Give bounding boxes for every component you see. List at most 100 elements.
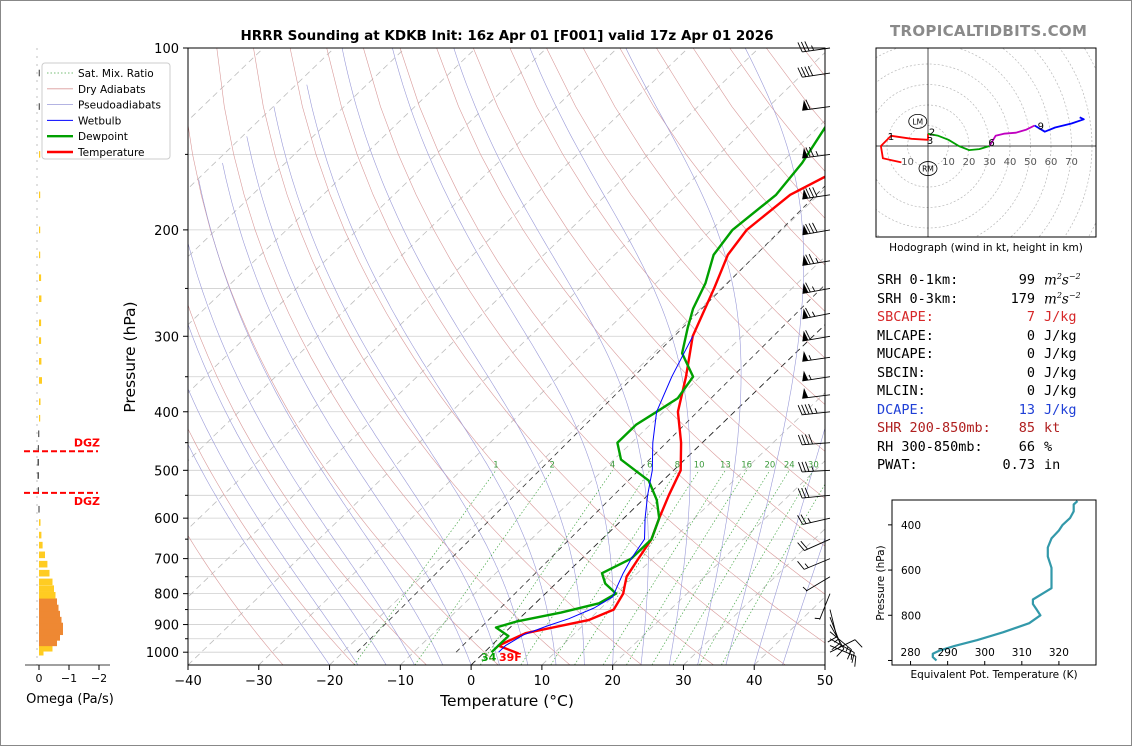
hodograph-trace — [1034, 116, 1085, 133]
wind-barb-full — [804, 434, 810, 445]
wind-barb-staff — [804, 538, 831, 551]
wind-barb-full — [805, 282, 811, 293]
hodograph-height-label: 2 — [929, 128, 935, 139]
omega-axis-label: Omega (Pa/s) — [26, 692, 114, 707]
omega-bar — [38, 103, 40, 110]
wind-barb-half — [807, 517, 811, 523]
wind-barb-full — [805, 461, 810, 472]
isotherm-line — [188, 48, 406, 258]
mixing-ratio-line — [721, 483, 825, 665]
wind-barb — [797, 41, 831, 53]
wind-barb-full — [805, 307, 811, 318]
wind-barb — [797, 487, 831, 499]
chart-title: HRRR Sounding at KDKB Init: 16z Apr 01 [… — [240, 28, 773, 44]
series-line-temperature — [497, 175, 825, 655]
pseudoadiabat-line — [222, 162, 472, 665]
wind-barb-staff — [829, 631, 852, 651]
wind-barb — [802, 222, 831, 236]
theta-e-x-label: Equivalent Pot. Temperature (K) — [910, 669, 1077, 681]
mixing-ratio-line — [414, 470, 553, 665]
wind-barb-full — [797, 561, 805, 570]
wind-barb-full — [807, 65, 814, 76]
mixing-ratio-line — [602, 470, 726, 665]
wind-barb-full — [800, 67, 807, 77]
legend: Sat. Mix. Ratio Dry Adiabats Pseudoadiabat… — [41, 62, 171, 160]
mixing-ratio-line — [651, 470, 771, 665]
mixing-ratio-label: 6 — [647, 460, 652, 470]
index-unit: % — [1044, 438, 1053, 455]
dry-adiabat-line — [436, 48, 825, 547]
wind-barb — [829, 624, 845, 657]
y-tick-label: 800 — [154, 588, 179, 603]
mixing-ratio-label: 13 — [720, 460, 731, 470]
omega-bar — [38, 69, 40, 77]
wind-barb-flag — [802, 283, 809, 294]
wind-barb-full — [846, 649, 852, 660]
pseudoadiabat-line — [529, 48, 691, 665]
legend-entry: Temperature — [77, 147, 145, 159]
wind-barb-full — [801, 461, 806, 472]
legend-entry: Dewpoint — [78, 131, 128, 143]
theta-e-x-tick-label: 290 — [938, 647, 958, 659]
y-tick-label: 500 — [154, 464, 179, 479]
x-tick-label: 30 — [675, 674, 692, 689]
wind-barb — [802, 388, 831, 399]
wind-barb — [797, 65, 831, 78]
wind-barb — [802, 307, 831, 320]
index-unit: J/kg — [1044, 327, 1077, 344]
hodograph-tick-label: 40 — [1004, 157, 1017, 168]
omega-bar — [39, 648, 44, 656]
omega-bar — [39, 560, 48, 568]
index-unit: m2s−2 — [1044, 272, 1081, 289]
wind-barb-full — [812, 222, 818, 233]
theta-e-y-tick-label: 400 — [901, 520, 921, 532]
wind-barb-full — [804, 487, 810, 498]
wind-barb-half — [815, 257, 819, 263]
omega-bar — [39, 414, 41, 422]
omega-bar — [39, 591, 56, 599]
omega-bar — [39, 377, 42, 384]
mixing-ratio-label: 4 — [610, 460, 615, 470]
wind-barb-staff — [802, 260, 831, 266]
wind-barb-staff — [802, 356, 831, 362]
mixing-ratio-label: 2 — [550, 460, 555, 470]
wind-barb-half — [815, 151, 819, 157]
wind-barb — [802, 146, 831, 159]
isotherm-line — [824, 664, 825, 665]
hodograph-tick-label: 30 — [983, 157, 996, 168]
wind-barb — [797, 403, 831, 416]
wind-barb-flag — [802, 370, 809, 381]
wind-barb-full — [805, 188, 811, 199]
dry-adiabat-line — [326, 48, 786, 665]
index-unit: J/kg — [1044, 346, 1077, 362]
omega-bar — [39, 551, 45, 559]
x-tick-label: −10 — [387, 674, 414, 689]
dry-adiabat-line — [802, 48, 825, 77]
wind-barb-flag — [802, 330, 809, 341]
omega-bar — [37, 487, 39, 494]
wind-barb-full — [854, 639, 863, 648]
wind-barb-full — [801, 434, 806, 445]
omega-bar — [39, 578, 53, 586]
x-tick-label: −20 — [316, 674, 343, 689]
wind-barb-staff — [829, 624, 845, 650]
pseudoadiabat-line — [246, 136, 500, 665]
wind-barb-full — [797, 67, 803, 78]
x-tick-label: 20 — [604, 674, 621, 689]
theta-e-x-tick-label: 280 — [901, 647, 921, 659]
index-value: 0 — [1026, 327, 1035, 344]
omega-bar — [39, 398, 41, 406]
omega-bar — [39, 598, 57, 606]
y-axis-label: Pressure (hPa) — [121, 301, 139, 412]
mixing-ratio-line — [550, 470, 678, 665]
pseudoadiabat-line — [625, 48, 742, 665]
mixing-ratio-label: 20 — [765, 460, 776, 470]
index-label: MUCAPE: — [877, 346, 934, 362]
omega-bar — [37, 472, 39, 479]
theta-e-x-tick-label: 300 — [975, 647, 995, 659]
y-tick-label: 100 — [154, 42, 179, 57]
wind-barb-full — [854, 656, 857, 667]
dry-adiabat-line — [289, 48, 714, 665]
